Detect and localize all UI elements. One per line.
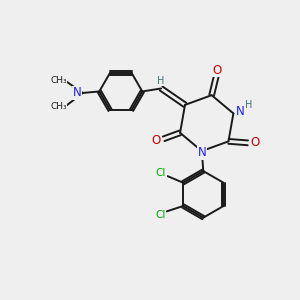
Text: CH₃: CH₃ bbox=[50, 76, 67, 85]
Text: H: H bbox=[245, 100, 253, 110]
Text: N: N bbox=[73, 86, 81, 99]
Text: CH₃: CH₃ bbox=[50, 103, 67, 112]
Text: N: N bbox=[197, 146, 206, 159]
Text: N: N bbox=[236, 105, 244, 119]
Text: O: O bbox=[212, 64, 221, 76]
Text: O: O bbox=[251, 136, 260, 149]
Text: O: O bbox=[152, 134, 161, 147]
Text: H: H bbox=[157, 76, 164, 86]
Text: Cl: Cl bbox=[156, 168, 166, 178]
Text: Cl: Cl bbox=[155, 210, 165, 220]
